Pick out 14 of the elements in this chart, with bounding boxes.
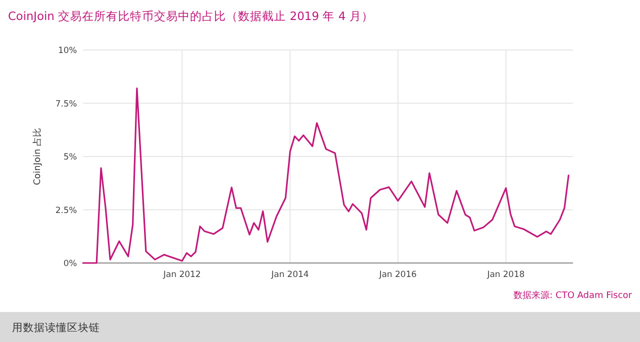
y-tick-label: 7.5% (55, 99, 77, 110)
source-note: 数据来源: CTO Adam Fiscor (514, 290, 632, 301)
x-tick-label: Jan 2016 (378, 270, 417, 280)
chart-title: CoinJoin 交易在所有比特币交易中的占比（数据截止 2019 年 4 月） (8, 9, 374, 23)
y-tick-label: 10% (58, 46, 77, 56)
y-tick-label: 0% (64, 259, 77, 269)
x-tick-label: Jan 2018 (486, 270, 525, 280)
line-series (82, 88, 570, 264)
y-tick-label: 5% (64, 152, 77, 162)
x-tick-label: Jan 2012 (162, 270, 201, 280)
y-axis-title: CoinJoin 占比 (32, 128, 43, 186)
x-tick-label: Jan 2014 (270, 270, 309, 280)
text: 用数据读懂区块链 (12, 321, 100, 334)
y-tick-label: 2.5% (55, 206, 77, 216)
